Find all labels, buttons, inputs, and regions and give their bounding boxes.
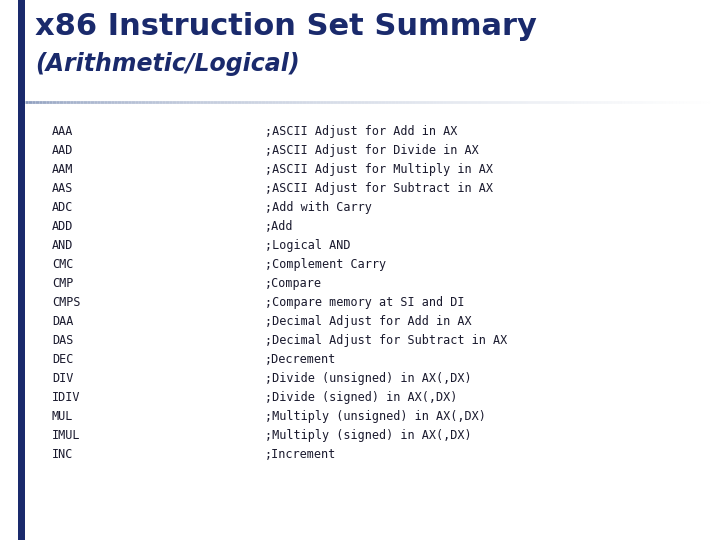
- Text: ;Decimal Adjust for Add in AX: ;Decimal Adjust for Add in AX: [265, 315, 472, 328]
- Bar: [18, 0, 25, 540]
- Text: DIV: DIV: [52, 372, 73, 385]
- Text: DAA: DAA: [52, 315, 73, 328]
- Text: ;Complement Carry: ;Complement Carry: [265, 258, 386, 271]
- Text: (Arithmetic/Logical): (Arithmetic/Logical): [35, 52, 300, 76]
- Text: AAS: AAS: [52, 182, 73, 195]
- Text: ;Divide (unsigned) in AX(,DX): ;Divide (unsigned) in AX(,DX): [265, 372, 472, 385]
- Text: ;ASCII Adjust for Divide in AX: ;ASCII Adjust for Divide in AX: [265, 144, 479, 157]
- Text: ;Multiply (signed) in AX(,DX): ;Multiply (signed) in AX(,DX): [265, 429, 472, 442]
- Text: ;Compare: ;Compare: [265, 277, 322, 290]
- Text: ;ASCII Adjust for Subtract in AX: ;ASCII Adjust for Subtract in AX: [265, 182, 493, 195]
- Text: IMUL: IMUL: [52, 429, 81, 442]
- Text: ;Decrement: ;Decrement: [265, 353, 336, 366]
- Text: ;Compare memory at SI and DI: ;Compare memory at SI and DI: [265, 296, 464, 309]
- Text: DAS: DAS: [52, 334, 73, 347]
- Text: CMP: CMP: [52, 277, 73, 290]
- Text: ;Increment: ;Increment: [265, 448, 336, 461]
- Text: AAD: AAD: [52, 144, 73, 157]
- Text: IDIV: IDIV: [52, 391, 81, 404]
- Text: DEC: DEC: [52, 353, 73, 366]
- Text: ;Divide (signed) in AX(,DX): ;Divide (signed) in AX(,DX): [265, 391, 457, 404]
- Text: CMPS: CMPS: [52, 296, 81, 309]
- Text: ADC: ADC: [52, 201, 73, 214]
- Text: CMC: CMC: [52, 258, 73, 271]
- Text: ;Logical AND: ;Logical AND: [265, 239, 351, 252]
- Text: AAA: AAA: [52, 125, 73, 138]
- Text: AAM: AAM: [52, 163, 73, 176]
- Text: ;Add with Carry: ;Add with Carry: [265, 201, 372, 214]
- Text: MUL: MUL: [52, 410, 73, 423]
- Text: ;Multiply (unsigned) in AX(,DX): ;Multiply (unsigned) in AX(,DX): [265, 410, 486, 423]
- Text: ;ASCII Adjust for Multiply in AX: ;ASCII Adjust for Multiply in AX: [265, 163, 493, 176]
- Text: x86 Instruction Set Summary: x86 Instruction Set Summary: [35, 12, 537, 41]
- Text: ;Add: ;Add: [265, 220, 294, 233]
- Text: ;ASCII Adjust for Add in AX: ;ASCII Adjust for Add in AX: [265, 125, 457, 138]
- Text: ;Decimal Adjust for Subtract in AX: ;Decimal Adjust for Subtract in AX: [265, 334, 508, 347]
- Text: INC: INC: [52, 448, 73, 461]
- Text: AND: AND: [52, 239, 73, 252]
- Text: ADD: ADD: [52, 220, 73, 233]
